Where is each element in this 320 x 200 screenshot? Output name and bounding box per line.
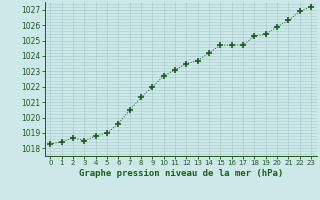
X-axis label: Graphe pression niveau de la mer (hPa): Graphe pression niveau de la mer (hPa) bbox=[79, 169, 283, 178]
